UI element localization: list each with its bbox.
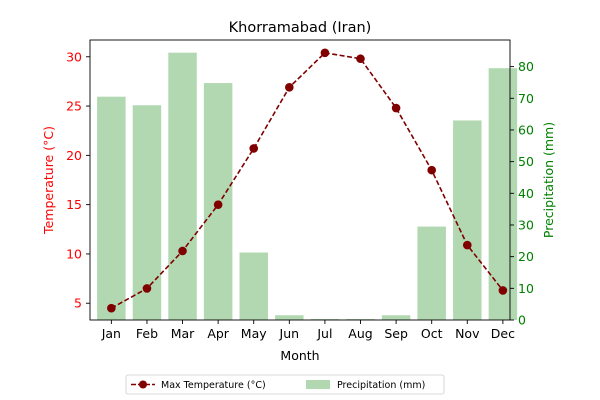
temperature-point-mar [178,246,187,256]
left-tick-label: 20 [66,148,82,163]
right-tick-label: 60 [518,122,534,137]
precipitation-bar-mar [168,52,197,321]
x-tick-label-oct: Oct [421,326,443,341]
legend-marker-swatch [139,380,147,389]
left-y-axis: 5 10 15 20 25 30 [66,49,90,311]
right-tick-label: 0 [518,313,526,328]
temperature-point-apr [213,200,223,209]
precipitation-bar-nov [453,120,482,321]
legend-bar-swatch [306,380,330,389]
x-axis-label: Month [280,348,319,363]
precipitation-bar-aug [346,319,375,320]
temperature-point-aug [356,54,365,64]
temperature-point-may [249,144,259,153]
x-tick-label-nov: Nov [455,326,480,341]
temperature-point-sep [391,103,401,113]
legend-label-precipitation: Precipitation (mm) [337,380,425,391]
temperature-point-jul [320,48,330,58]
right-tick-label: 50 [518,154,534,169]
left-tick-label: 25 [66,99,82,114]
chart-title: Khorramabad (Iran) [229,20,372,36]
right-tick-label: 70 [518,91,534,106]
temperature-point-oct [427,165,436,175]
plot-area-frame [89,39,511,321]
precipitation-bar-may [239,252,268,320]
temperature-line [107,48,508,313]
precipitation-bar-sep [381,315,411,320]
left-y-axis-label: Temperature (°C) [41,126,56,235]
temperature-point-nov [462,240,472,250]
x-tick-label-jan: Jan [101,326,121,341]
x-tick-label-jun: Jun [279,326,300,341]
right-tick-label: 40 [518,186,534,201]
precipitation-bars [97,52,518,321]
x-axis: Jan Feb Mar Apr May Jun Jul Aug Sep Oct Nov Dec [101,320,515,341]
precipitation-bar-oct [417,226,446,320]
x-tick-label-sep: Sep [384,326,408,341]
temperature-series-line [110,51,504,309]
precipitation-bar-jul [310,319,340,320]
right-y-axis: 0 10 20 30 40 50 60 70 80 [510,59,534,328]
x-tick-label-may: May [241,326,267,341]
precipitation-bar-jun [275,315,304,320]
x-tick-label-mar: Mar [171,326,195,341]
precipitation-bar-jan [97,96,126,320]
right-tick-label: 10 [518,281,534,296]
x-tick-label-jul: Jul [316,326,332,341]
left-tick-label: 15 [66,197,82,212]
x-tick-label-apr: Apr [207,326,229,341]
precipitation-bar-dec [488,68,518,320]
left-tick-label: 30 [66,49,82,64]
temperature-point-dec [498,286,508,295]
temperature-point-jan [107,303,116,313]
x-tick-label-dec: Dec [491,326,515,341]
x-tick-label-feb: Feb [136,326,158,341]
right-tick-label: 20 [518,249,534,264]
temperature-point-feb [142,284,152,293]
legend: Max Temperature (°C) Precipitation (mm) [125,374,445,395]
temperature-point-jun [285,83,294,92]
left-tick-label: 5 [74,296,82,311]
legend-label-temperature: Max Temperature (°C) [161,380,266,391]
right-tick-label: 30 [518,217,534,232]
left-tick-label: 10 [66,246,82,261]
x-tick-label-aug: Aug [348,326,372,341]
right-y-axis-label: Precipitation (mm) [541,122,556,238]
legend-frame [125,374,445,395]
right-tick-label: 80 [518,59,534,74]
